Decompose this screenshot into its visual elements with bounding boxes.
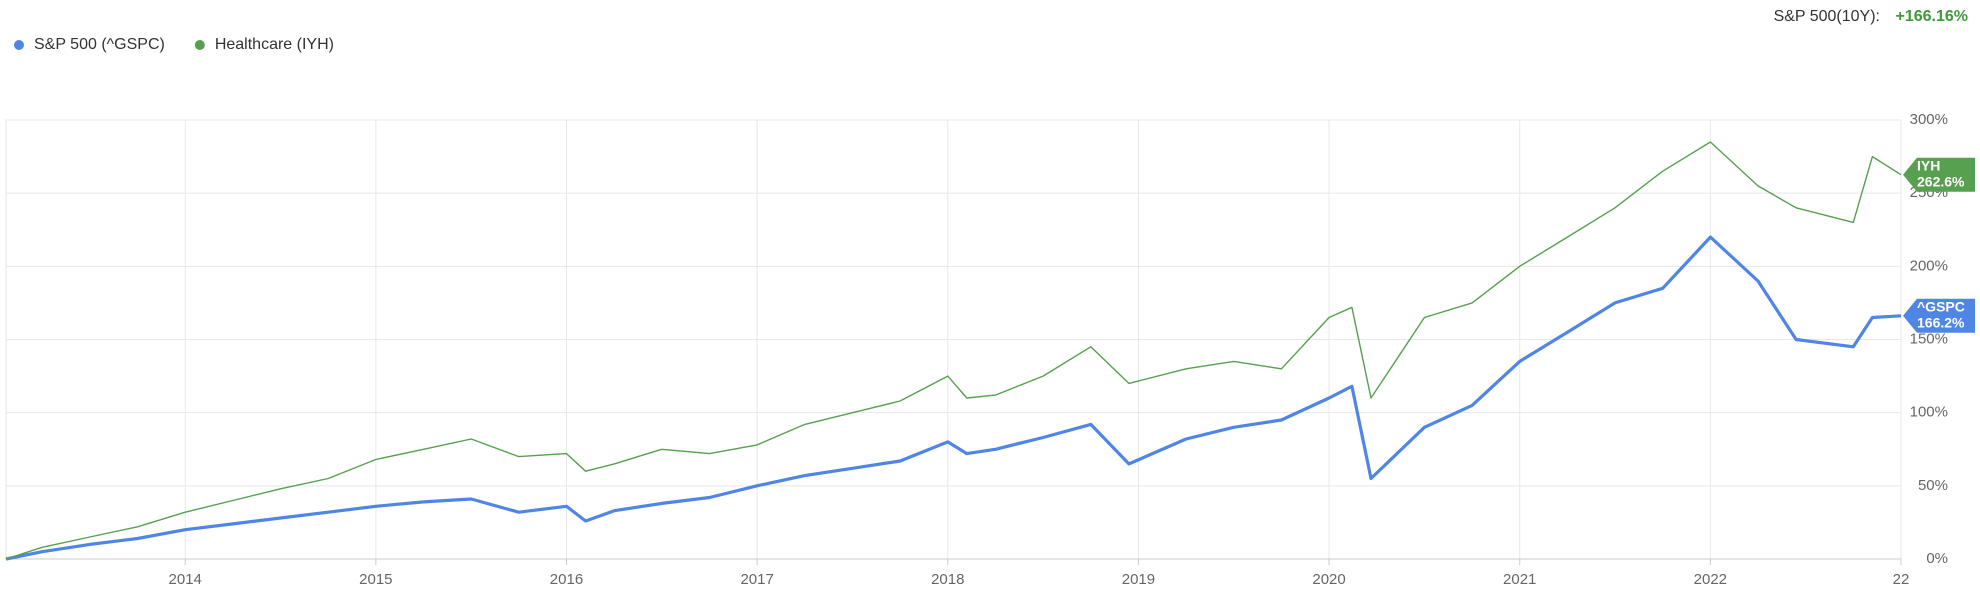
end-tag — [1903, 157, 1975, 192]
legend-label: Healthcare (IYH) — [215, 36, 334, 53]
legend-dot — [194, 40, 205, 50]
x-tick-label: 2015 — [359, 571, 392, 588]
y-tick-label: 150% — [1910, 330, 1948, 347]
x-tick-label: 2016 — [550, 571, 583, 588]
legend-label: S&P 500 (^GSPC) — [34, 36, 165, 53]
end-tag-value: 262.6% — [1917, 173, 1965, 189]
x-tick-label: 2014 — [169, 571, 202, 588]
end-tag-ticker: IYH — [1917, 157, 1940, 173]
y-tick-label: 200% — [1910, 257, 1948, 274]
series-line — [5, 141, 1902, 560]
legend-dot — [14, 40, 24, 50]
end-tag — [1903, 298, 1975, 333]
end-tag-ticker: ^GSPC — [1917, 298, 1965, 314]
x-tick-label: 2021 — [1503, 571, 1536, 588]
x-tick-label: 2018 — [931, 571, 964, 588]
y-tick-label: 0% — [1926, 550, 1948, 567]
header-value: +166.16% — [1895, 8, 1968, 25]
y-tick-label: 50% — [1918, 477, 1948, 494]
x-tick-label: 2017 — [740, 571, 773, 588]
y-tick-label: 100% — [1910, 404, 1948, 421]
header-label: S&P 500(10Y): — [1774, 8, 1880, 25]
y-tick-label: 300% — [1910, 111, 1948, 128]
x-tick-label: 2022 — [1694, 571, 1727, 588]
x-tick-label: 2019 — [1122, 571, 1155, 588]
series-line — [5, 235, 1902, 561]
end-tag-value: 166.2% — [1917, 314, 1965, 330]
x-tick-label: 2020 — [1312, 571, 1345, 588]
x-tick-label: 22 — [1893, 571, 1910, 588]
